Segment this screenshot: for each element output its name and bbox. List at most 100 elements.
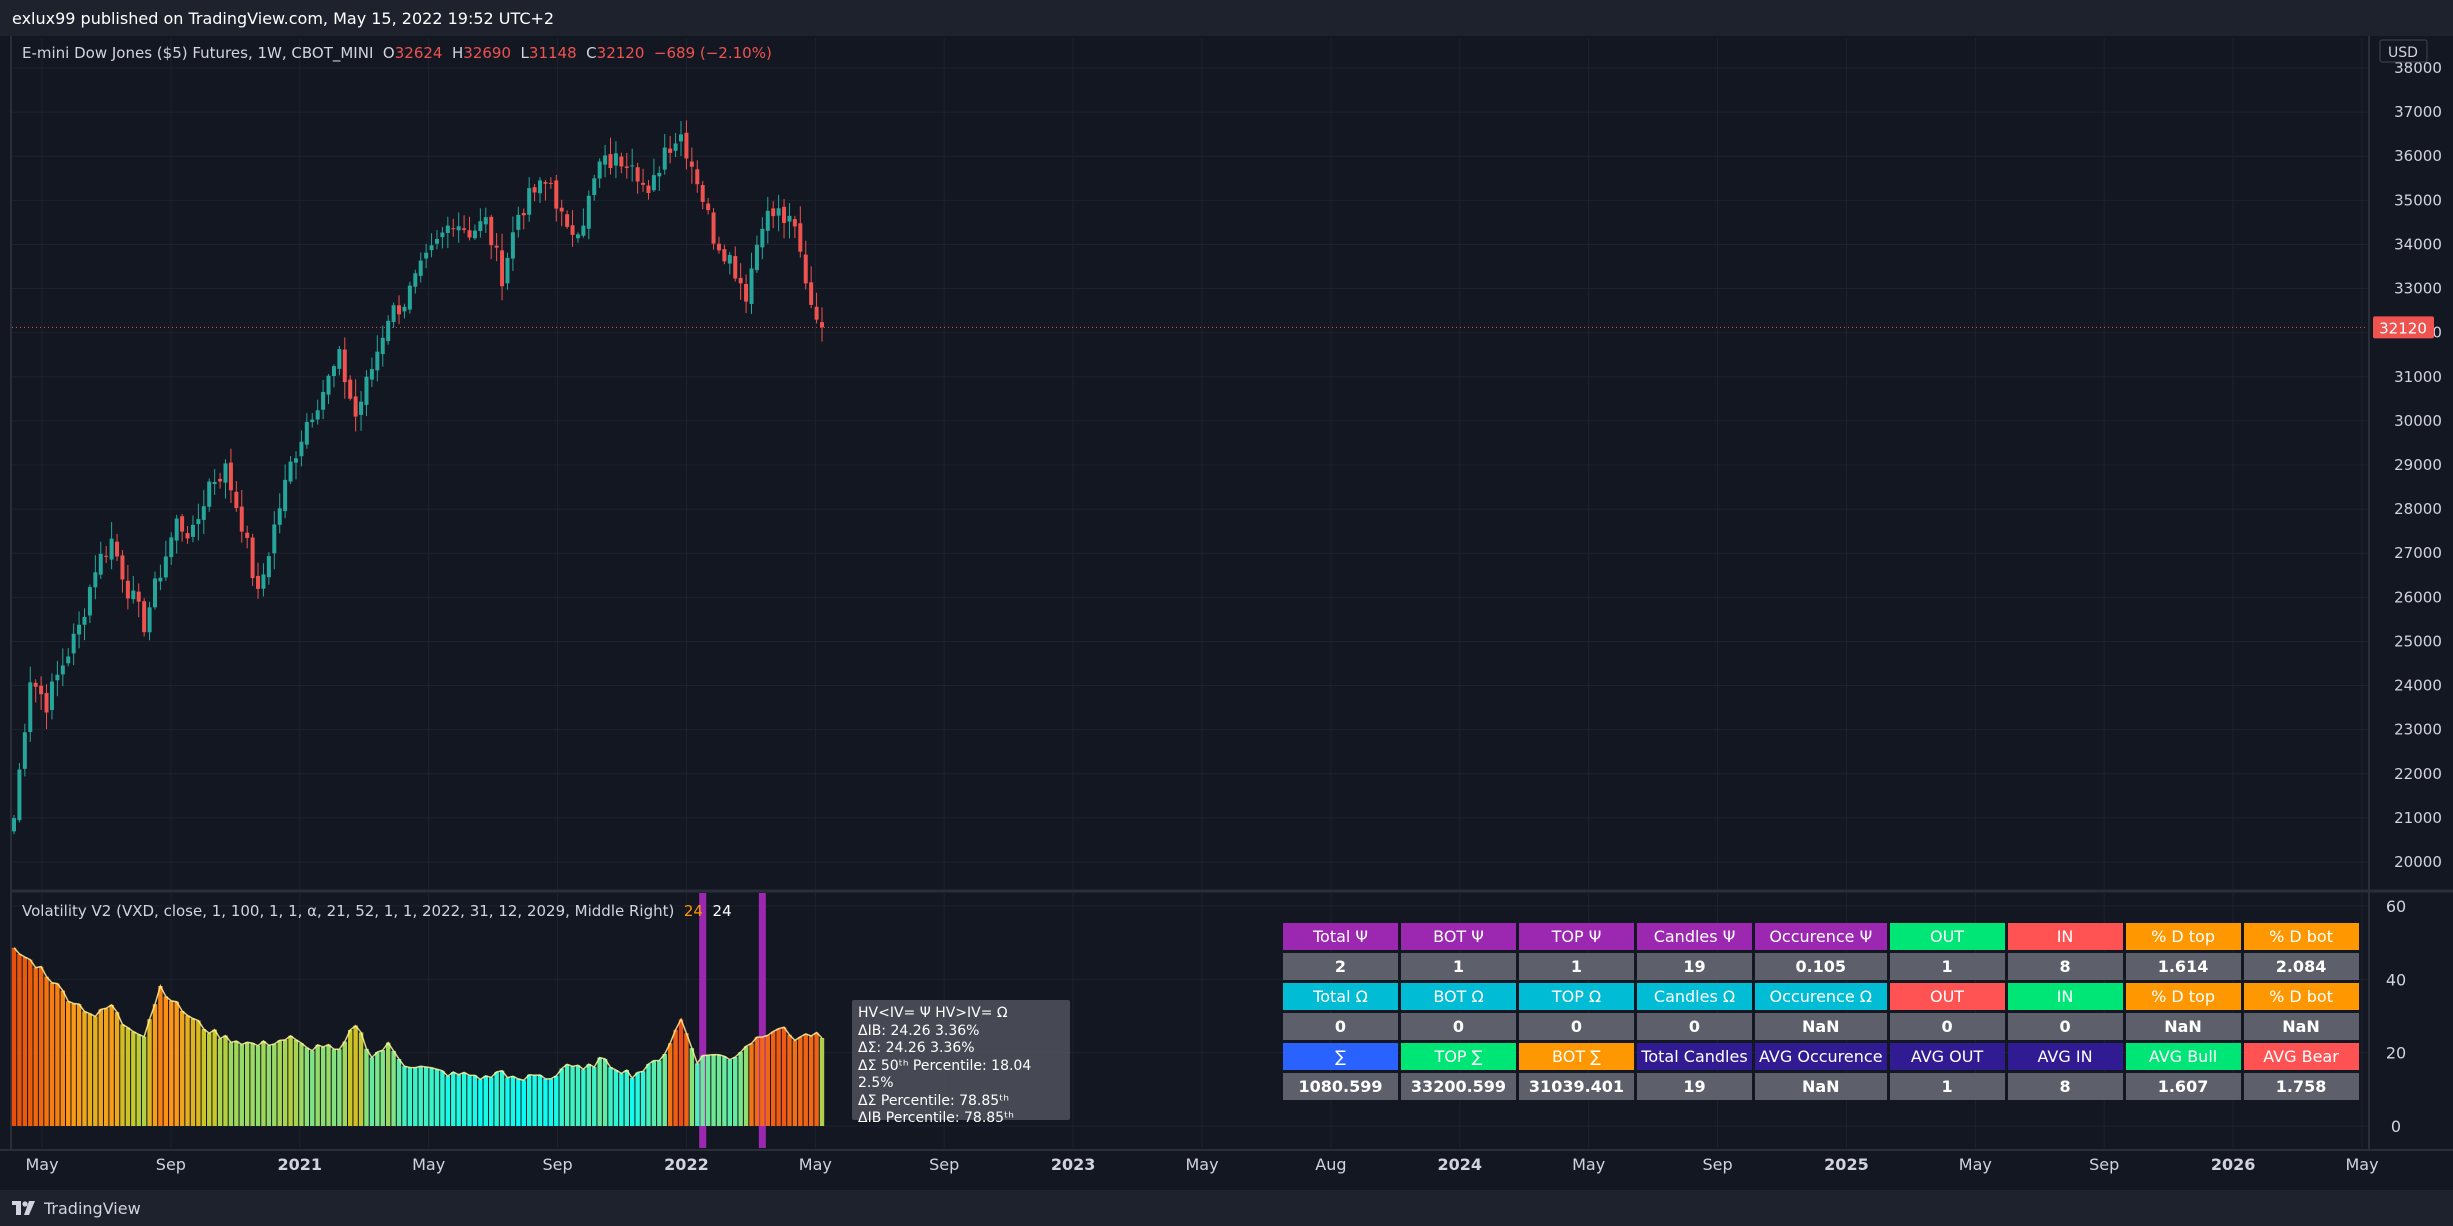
price-axis-label: 35000 bbox=[2394, 191, 2442, 209]
time-axis-label: Sep bbox=[929, 1155, 959, 1174]
candle-body bbox=[689, 161, 694, 167]
volatility-bar bbox=[798, 1036, 803, 1126]
candle-body bbox=[397, 305, 402, 315]
price-axis-label: 31000 bbox=[2394, 368, 2442, 386]
volatility-bar bbox=[586, 1064, 592, 1126]
stats-row: 0 0 0 0 NaN 0 0 NaN NaN bbox=[1283, 1013, 2359, 1040]
time-axis-label: May bbox=[25, 1155, 58, 1174]
volatility-bar bbox=[532, 1075, 537, 1126]
close-label: C bbox=[586, 44, 597, 62]
volatility-bar bbox=[353, 1025, 358, 1126]
volatility-bar bbox=[787, 1034, 792, 1126]
stats-header-cell: TOP ∑ bbox=[1401, 1043, 1516, 1070]
volatility-bar bbox=[678, 1019, 684, 1126]
volatility-bars-group bbox=[11, 893, 825, 1148]
publisher-text: exlux99 published on TradingView.com, Ma… bbox=[12, 9, 555, 28]
price-axis-label: 30000 bbox=[2394, 412, 2442, 430]
candle-body bbox=[738, 277, 743, 284]
candle-body bbox=[782, 206, 787, 224]
candle-body bbox=[608, 154, 613, 169]
stats-value-cell: NaN bbox=[2125, 1013, 2241, 1040]
time-axis-label: May bbox=[799, 1155, 832, 1174]
volatility-bar bbox=[537, 1074, 543, 1126]
tradingview-logo[interactable]: TradingView bbox=[12, 1198, 141, 1218]
candle-body bbox=[239, 506, 244, 532]
candle-body bbox=[120, 555, 125, 580]
volatility-bar bbox=[369, 1057, 375, 1126]
volatility-outline bbox=[13, 947, 823, 1082]
volatility-bar bbox=[564, 1064, 570, 1126]
stats-header-cell: BOT Ψ bbox=[1401, 923, 1516, 950]
time-axis-label: 2026 bbox=[2211, 1155, 2256, 1174]
price-axis-label: 26000 bbox=[2394, 588, 2442, 606]
stats-header-cell: TOP Ω bbox=[1519, 983, 1634, 1010]
candle-body bbox=[359, 401, 364, 415]
volatility-bar bbox=[185, 1015, 190, 1126]
volatility-bar bbox=[423, 1067, 429, 1126]
volatility-bar bbox=[87, 1013, 93, 1126]
candle-body bbox=[657, 172, 662, 177]
volatility-bar bbox=[808, 1035, 814, 1126]
volatility-bar bbox=[749, 1043, 754, 1126]
volatility-bar bbox=[467, 1075, 472, 1126]
candle-body bbox=[131, 590, 136, 600]
volatility-bar bbox=[120, 1024, 125, 1126]
volatility-bar bbox=[147, 1019, 152, 1126]
candle-body bbox=[169, 537, 174, 558]
candle-body bbox=[190, 524, 195, 537]
candle-body bbox=[49, 681, 54, 710]
candle-body bbox=[603, 155, 608, 165]
candle-body bbox=[201, 506, 206, 520]
stats-value-cell: 0.105 bbox=[1755, 953, 1887, 980]
candle-body bbox=[597, 161, 602, 179]
price-axis-label: 23000 bbox=[2394, 721, 2442, 739]
volatility-bar bbox=[418, 1066, 423, 1126]
volatility-bar bbox=[478, 1079, 483, 1126]
volatility-bar bbox=[402, 1066, 407, 1126]
candle-body bbox=[749, 268, 754, 304]
price-axis-label: 36000 bbox=[2394, 147, 2442, 165]
volatility-bar bbox=[760, 1036, 765, 1126]
stats-row: 2 1 1 19 0.105 1 8 1.614 2.084 bbox=[1283, 953, 2359, 980]
volatility-bar bbox=[212, 1029, 217, 1126]
candle-body bbox=[527, 188, 532, 215]
volatility-bar bbox=[331, 1049, 337, 1126]
symbol-legend: E-mini Dow Jones ($5) Futures, 1W, CBOT_… bbox=[22, 44, 772, 62]
volatility-bar bbox=[526, 1074, 532, 1126]
candle-body bbox=[624, 166, 629, 168]
candle-body bbox=[554, 180, 559, 209]
candle-body bbox=[521, 212, 526, 216]
candle-body bbox=[87, 587, 92, 616]
time-axis-label: May bbox=[2345, 1155, 2378, 1174]
volatility-bar bbox=[456, 1074, 461, 1126]
volatility-bar bbox=[315, 1044, 320, 1126]
volatility-bar bbox=[716, 1054, 722, 1126]
volatility-bar bbox=[391, 1050, 396, 1126]
candle-body bbox=[196, 519, 201, 525]
volatility-bar bbox=[385, 1042, 391, 1126]
candle-body bbox=[207, 481, 212, 507]
volatility-bar bbox=[196, 1020, 201, 1126]
candle-body bbox=[679, 134, 684, 142]
stats-value-cell: 0 bbox=[1283, 1013, 1398, 1040]
stats-header-cell: AVG Occurence bbox=[1755, 1043, 1887, 1070]
stats-row: Total Ψ BOT Ψ TOP Ψ Candles Ψ Occurence Ψ OUT… bbox=[1283, 923, 2359, 950]
volatility-bar bbox=[217, 1038, 223, 1126]
stats-header-cell: Occurence Ψ bbox=[1755, 923, 1887, 950]
volatility-bar bbox=[814, 1032, 819, 1126]
candle-body bbox=[342, 349, 347, 383]
stats-header-cell: AVG Bull bbox=[2125, 1043, 2241, 1070]
volatility-bar bbox=[114, 1012, 120, 1126]
stats-header-cell: % D bot bbox=[2243, 923, 2359, 950]
stats-header-cell: Total Ψ bbox=[1283, 923, 1398, 950]
tooltip-line: HV<IV= Ψ HV>IV= Ω bbox=[858, 1005, 1008, 1021]
volatility-bar bbox=[228, 1042, 234, 1126]
highlight-column bbox=[758, 893, 766, 1148]
stats-value-cell: 1 bbox=[1889, 953, 2005, 980]
candle-body bbox=[158, 577, 163, 582]
candle-body bbox=[429, 245, 434, 251]
candle-body bbox=[71, 633, 76, 654]
candle-body bbox=[630, 165, 635, 167]
volatility-bar bbox=[76, 1004, 82, 1126]
volatility-bar bbox=[434, 1069, 440, 1126]
